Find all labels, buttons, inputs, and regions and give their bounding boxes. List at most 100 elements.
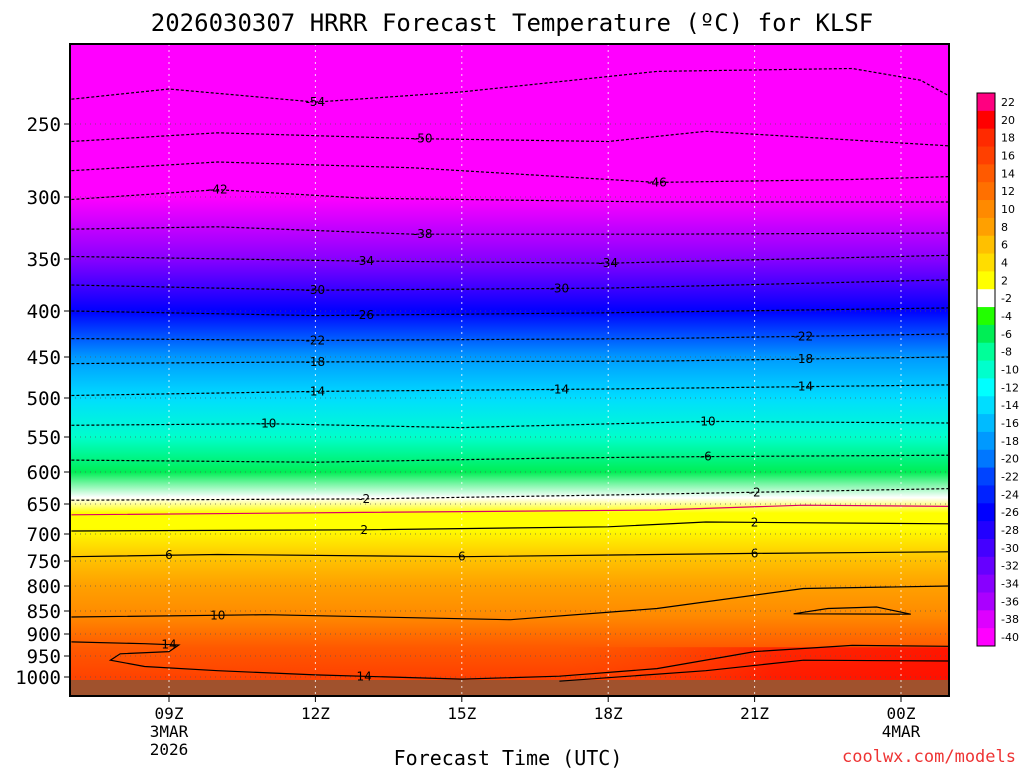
colorbar-swatch: [977, 414, 995, 433]
x-tick-label: 12Z: [301, 704, 330, 723]
isotherm-label: -10: [696, 414, 716, 428]
colorbar-label: 16: [1001, 149, 1015, 162]
colorbar-swatch: [977, 289, 995, 308]
x-tick-label: 2026: [150, 740, 189, 759]
x-axis-label: Forecast Time (UTC): [394, 746, 623, 768]
grid-lines: [70, 44, 949, 696]
colorbar-swatch: [977, 200, 995, 219]
colorbar-swatch: [977, 538, 995, 558]
colorbar-label: -38: [1001, 613, 1019, 626]
colorbar-label: -10: [1001, 364, 1019, 377]
isotherm-label: -54: [306, 95, 326, 109]
colorbar-label: -32: [1001, 560, 1019, 573]
y-tick-label: 600: [27, 462, 61, 484]
y-tick-label: 650: [27, 494, 61, 516]
colorbar-label: -6: [1001, 328, 1012, 341]
isotherm-contours: [71, 67, 949, 682]
colorbar-swatch: [977, 396, 995, 415]
y-tick-label: 950: [27, 646, 61, 668]
colorbar-label: -20: [1001, 453, 1019, 466]
isotherm-line: [71, 254, 949, 264]
isotherm-label: 10: [210, 608, 225, 622]
colorbar-label: -28: [1001, 524, 1019, 537]
colorbar-swatch: [977, 628, 995, 647]
colorbar-swatch: [977, 485, 995, 504]
colorbar-swatch: [977, 235, 995, 255]
isotherm-line: [71, 226, 949, 235]
ground-below-surface: [70, 679, 949, 696]
colorbar-label: -18: [1001, 435, 1019, 448]
colorbar-swatch: [977, 164, 995, 183]
colorbar-swatch: [977, 449, 995, 469]
isotherm-label: 14: [161, 638, 176, 652]
isotherm-label: 6: [751, 546, 759, 560]
x-tick-label: 18Z: [594, 704, 623, 723]
colorbar-label: -22: [1001, 471, 1019, 484]
colorbar-label: -34: [1001, 578, 1019, 591]
x-tick-label: 4MAR: [882, 722, 921, 741]
y-tick-label: 800: [27, 576, 61, 598]
isotherm-line: [559, 659, 949, 682]
x-tick-label: 09Z: [155, 704, 184, 723]
colorbar-label: 18: [1001, 132, 1015, 145]
colorbar-legend: 22 20 18 16 14 12 10 8 6 4 2 -2 -4 -6 -8 -10 -12 -14 -16 -1…: [976, 92, 1019, 647]
colorbar-label: -12: [1001, 381, 1019, 394]
colorbar-label: -8: [1001, 346, 1012, 359]
colorbar-label: -26: [1001, 506, 1019, 519]
colorbar-label: -2: [1001, 292, 1012, 305]
colorbar-swatch: [977, 360, 995, 379]
isotherm-line: [71, 420, 949, 429]
isotherm-label: -10: [257, 417, 277, 431]
colorbar-label: -4: [1001, 310, 1012, 323]
colorbar-swatch: [977, 93, 995, 112]
y-axis-pressure-ticks: 2503003504004505005506006507007508008509…: [15, 114, 70, 689]
y-tick-label: 500: [27, 388, 61, 410]
isotherm-label: -30: [550, 281, 570, 295]
y-tick-label: 350: [27, 249, 61, 271]
isotherm-line: [71, 333, 949, 342]
colorbar-swatch: [977, 503, 995, 522]
y-tick-label: 400: [27, 301, 61, 323]
colorbar-swatch: [977, 146, 995, 165]
x-tick-label: 00Z: [887, 704, 916, 723]
colorbar-swatch: [977, 271, 995, 290]
isotherm-label: -14: [794, 380, 814, 394]
isotherm-line: [71, 641, 949, 680]
isotherm-line: [71, 189, 949, 203]
isotherm-line: [71, 521, 949, 532]
colorbar-label: -30: [1001, 542, 1019, 555]
colorbar-swatch: [977, 217, 995, 237]
colorbar-label: 10: [1001, 203, 1015, 216]
isotherm-label: -18: [306, 355, 326, 369]
isotherm-line: [71, 585, 949, 621]
colorbar-swatch: [977, 467, 995, 486]
isotherm-label: -18: [794, 352, 814, 366]
colorbar-swatch: [977, 324, 995, 344]
colorbar-swatch: [977, 342, 995, 362]
isotherm-label: -2: [358, 492, 370, 506]
x-tick-label: 15Z: [447, 704, 476, 723]
isotherm-line: [71, 551, 949, 558]
isotherm-line: [793, 606, 911, 615]
colorbar-swatch: [977, 378, 995, 397]
colorbar-border: [976, 92, 996, 647]
colorbar-label: 4: [1001, 256, 1008, 269]
colorbar-swatch: [977, 128, 995, 148]
y-tick-label: 750: [27, 551, 61, 573]
isotherm-label: -50: [413, 132, 433, 146]
colorbar-swatch: [977, 574, 995, 593]
colorbar-label: 12: [1001, 185, 1015, 198]
isotherm-label: -46: [647, 175, 667, 189]
isotherm-label: 2: [360, 523, 368, 537]
colorbar-label: 8: [1001, 221, 1008, 234]
colorbar-swatch: [977, 592, 995, 611]
y-tick-label: 450: [27, 347, 61, 369]
isotherm-line: [71, 130, 949, 147]
plot-area: -54-50-46-42-38-34 -34-30 -30-26-22 -22-18-…: [70, 44, 949, 696]
y-tick-label: 700: [27, 524, 61, 546]
isotherm-line: [71, 384, 949, 397]
isotherm-line: [71, 488, 949, 501]
isotherm-line: [71, 356, 949, 365]
plot-frame: [69, 43, 950, 697]
isotherm-label: -6: [700, 450, 712, 464]
